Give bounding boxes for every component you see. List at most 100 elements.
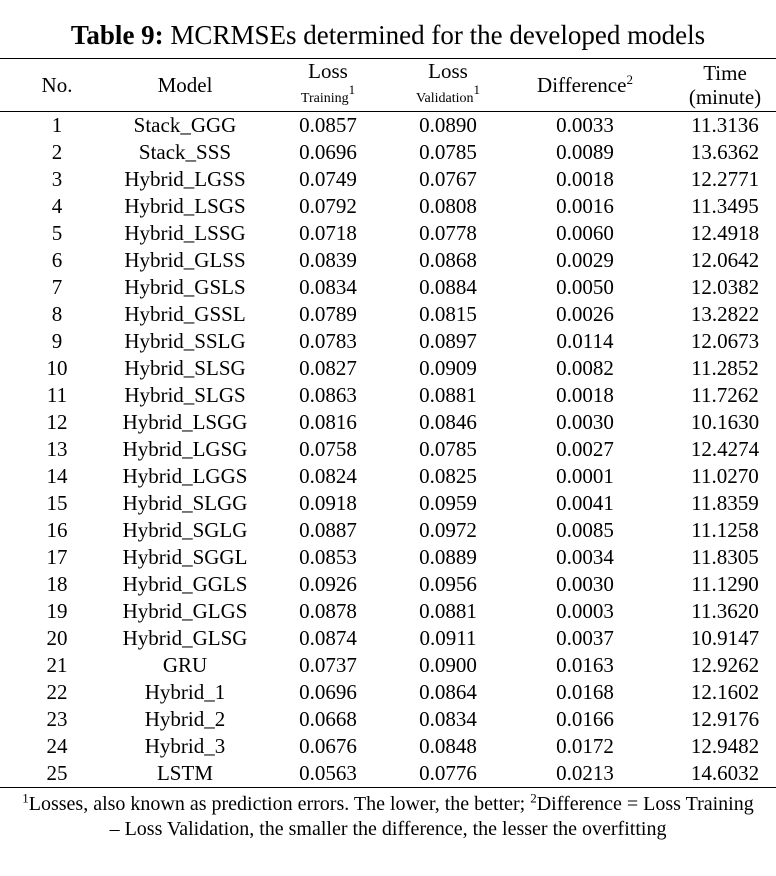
table-row: 15 Hybrid_SLGG 0.0918 0.0959 0.0041 11.8359 bbox=[0, 490, 776, 517]
table-cell: 0.0737 bbox=[299, 653, 357, 677]
table-cell: 0.0918 bbox=[299, 491, 357, 515]
table-row: 1 Stack_GGG 0.0857 0.0890 0.0033 11.3136 bbox=[0, 112, 776, 140]
table-row: 6 Hybrid_GLSS 0.0839 0.0868 0.0029 12.0642 bbox=[0, 247, 776, 274]
table-cell: Hybrid_SLGS bbox=[124, 383, 246, 407]
table-cell: 0.0027 bbox=[556, 437, 614, 461]
table-cell: 0.0890 bbox=[419, 113, 477, 137]
header-cell: Loss Training1 bbox=[256, 58, 400, 112]
header-cell: Model bbox=[114, 58, 256, 112]
table-cell: 11.3136 bbox=[691, 113, 759, 137]
table-cell: Hybrid_SGGL bbox=[122, 545, 248, 569]
table-cell: 12 bbox=[46, 410, 68, 434]
footnote-text: Difference = Loss Training – Loss Valida… bbox=[109, 793, 754, 840]
table-cell: 0.0853 bbox=[299, 545, 357, 569]
table-cell: 11.0270 bbox=[691, 464, 759, 488]
table-cell: GRU bbox=[162, 653, 208, 677]
table-cell: 0.0881 bbox=[419, 599, 477, 623]
table-cell: 21 bbox=[46, 653, 68, 677]
table-cell: 0.0166 bbox=[556, 707, 614, 731]
table-cell: 0.0815 bbox=[419, 302, 477, 326]
table-cell: 0.0563 bbox=[256, 760, 400, 788]
table-cell: Hybrid_GSSL bbox=[124, 302, 246, 326]
table-cell: 0.0864 bbox=[419, 680, 477, 704]
table-cell: 0.0213 bbox=[496, 760, 674, 788]
table-cell: 0.0878 bbox=[299, 599, 357, 623]
table-cell: 12.9482 bbox=[690, 734, 760, 758]
table-cell: 12.2771 bbox=[690, 167, 760, 191]
table-row: 17 Hybrid_SGGL 0.0853 0.0889 0.0034 11.8305 bbox=[0, 544, 776, 571]
table-cell: 0.0776 bbox=[400, 760, 496, 788]
table-cell: 13.6362 bbox=[690, 140, 760, 164]
table-cell: 2 bbox=[51, 140, 63, 164]
table-cell: 12.0642 bbox=[690, 248, 760, 272]
table-row: 16 Hybrid_SGLG 0.0887 0.0972 0.0085 11.1258 bbox=[0, 517, 776, 544]
table-cell: 0.0889 bbox=[419, 545, 477, 569]
footnote: 1Losses, also known as prediction errors… bbox=[20, 791, 756, 842]
header-cell: Loss Validation1 bbox=[400, 58, 496, 112]
table-row: 13 Hybrid_LGSG 0.0758 0.0785 0.0027 12.4274 bbox=[0, 436, 776, 463]
table-cell: 0.0857 bbox=[299, 113, 357, 137]
table-row: 21 GRU 0.0737 0.0900 0.0163 12.9262 bbox=[0, 652, 776, 679]
table-cell: 0.0030 bbox=[556, 410, 614, 434]
table-cell: 0.0018 bbox=[556, 383, 614, 407]
table-cell: 0.0911 bbox=[419, 626, 477, 650]
table-cell: 13.2822 bbox=[690, 302, 760, 326]
table-cell: 0.0676 bbox=[299, 734, 357, 758]
header-cell: Difference2 bbox=[496, 58, 674, 112]
header-text: Difference bbox=[537, 73, 627, 97]
table-cell: 12.4918 bbox=[690, 221, 760, 245]
table-cell: 10.9147 bbox=[690, 626, 760, 650]
table-cell: 0.0758 bbox=[299, 437, 357, 461]
table-cell: Hybrid_SGLG bbox=[122, 518, 248, 542]
table-cell: 9 bbox=[51, 329, 63, 353]
table-cell: Hybrid_LSGG bbox=[122, 410, 248, 434]
table-cell: 0.0026 bbox=[556, 302, 614, 326]
footnote-mark: 1 bbox=[473, 82, 481, 97]
table-cell: Hybrid_LGGS bbox=[122, 464, 248, 488]
table-row: 9 Hybrid_SSLG 0.0783 0.0897 0.0114 12.0673 bbox=[0, 328, 776, 355]
header-subtext: Training bbox=[300, 91, 349, 106]
title-text: MCRMSEs determined for the developed mod… bbox=[170, 20, 706, 50]
table-cell: 4 bbox=[51, 194, 63, 218]
header-text: (minute) bbox=[688, 85, 762, 109]
table-cell: Hybrid_2 bbox=[144, 707, 226, 731]
table-cell: 0.0168 bbox=[556, 680, 614, 704]
table-cell: 0.0785 bbox=[419, 140, 477, 164]
table-cell: 3 bbox=[51, 167, 63, 191]
table-cell: 0.0696 bbox=[299, 680, 357, 704]
table-cell: Hybrid_GLSG bbox=[122, 626, 248, 650]
table-row: 3 Hybrid_LGSS 0.0749 0.0767 0.0018 12.2771 bbox=[0, 166, 776, 193]
table-cell: Hybrid_LSGS bbox=[124, 194, 246, 218]
table-cell: 11 bbox=[46, 383, 68, 407]
header-cell: Time (minute) bbox=[674, 58, 776, 112]
table-cell: 18 bbox=[46, 572, 68, 596]
table-cell: Hybrid_GSLS bbox=[124, 275, 246, 299]
table-cell: 14.6032 bbox=[674, 760, 776, 788]
table-cell: 11.7262 bbox=[691, 383, 759, 407]
table-row: 23 Hybrid_2 0.0668 0.0834 0.0166 12.9176 bbox=[0, 706, 776, 733]
table-cell: Hybrid_LGSG bbox=[122, 437, 248, 461]
table-cell: 0.0767 bbox=[419, 167, 477, 191]
table-cell: 0.0789 bbox=[299, 302, 357, 326]
table-cell: 0.0848 bbox=[419, 734, 477, 758]
table-cell: 0.0959 bbox=[419, 491, 477, 515]
table-cell: 0.0749 bbox=[299, 167, 357, 191]
table-cell: Hybrid_GLSS bbox=[124, 248, 246, 272]
table-cell: 7 bbox=[51, 275, 63, 299]
table-cell: 14 bbox=[46, 464, 68, 488]
table-cell: 0.0016 bbox=[556, 194, 614, 218]
table-row: 22 Hybrid_1 0.0696 0.0864 0.0168 12.1602 bbox=[0, 679, 776, 706]
table-cell: 0.0034 bbox=[556, 545, 614, 569]
table-cell: 0.0868 bbox=[419, 248, 477, 272]
header-cell: No. bbox=[0, 58, 114, 112]
table-cell: 0.0824 bbox=[299, 464, 357, 488]
table-cell: 0.0050 bbox=[556, 275, 614, 299]
table-cell: 0.0029 bbox=[556, 248, 614, 272]
table-cell: 15 bbox=[46, 491, 68, 515]
table-cell: 11.8305 bbox=[691, 545, 759, 569]
table-cell: 0.0956 bbox=[419, 572, 477, 596]
footnote-text: Losses, also known as prediction errors.… bbox=[28, 793, 531, 815]
table-row: 2 Stack_SSS 0.0696 0.0785 0.0089 13.6362 bbox=[0, 139, 776, 166]
table-cell: Hybrid_1 bbox=[144, 680, 226, 704]
